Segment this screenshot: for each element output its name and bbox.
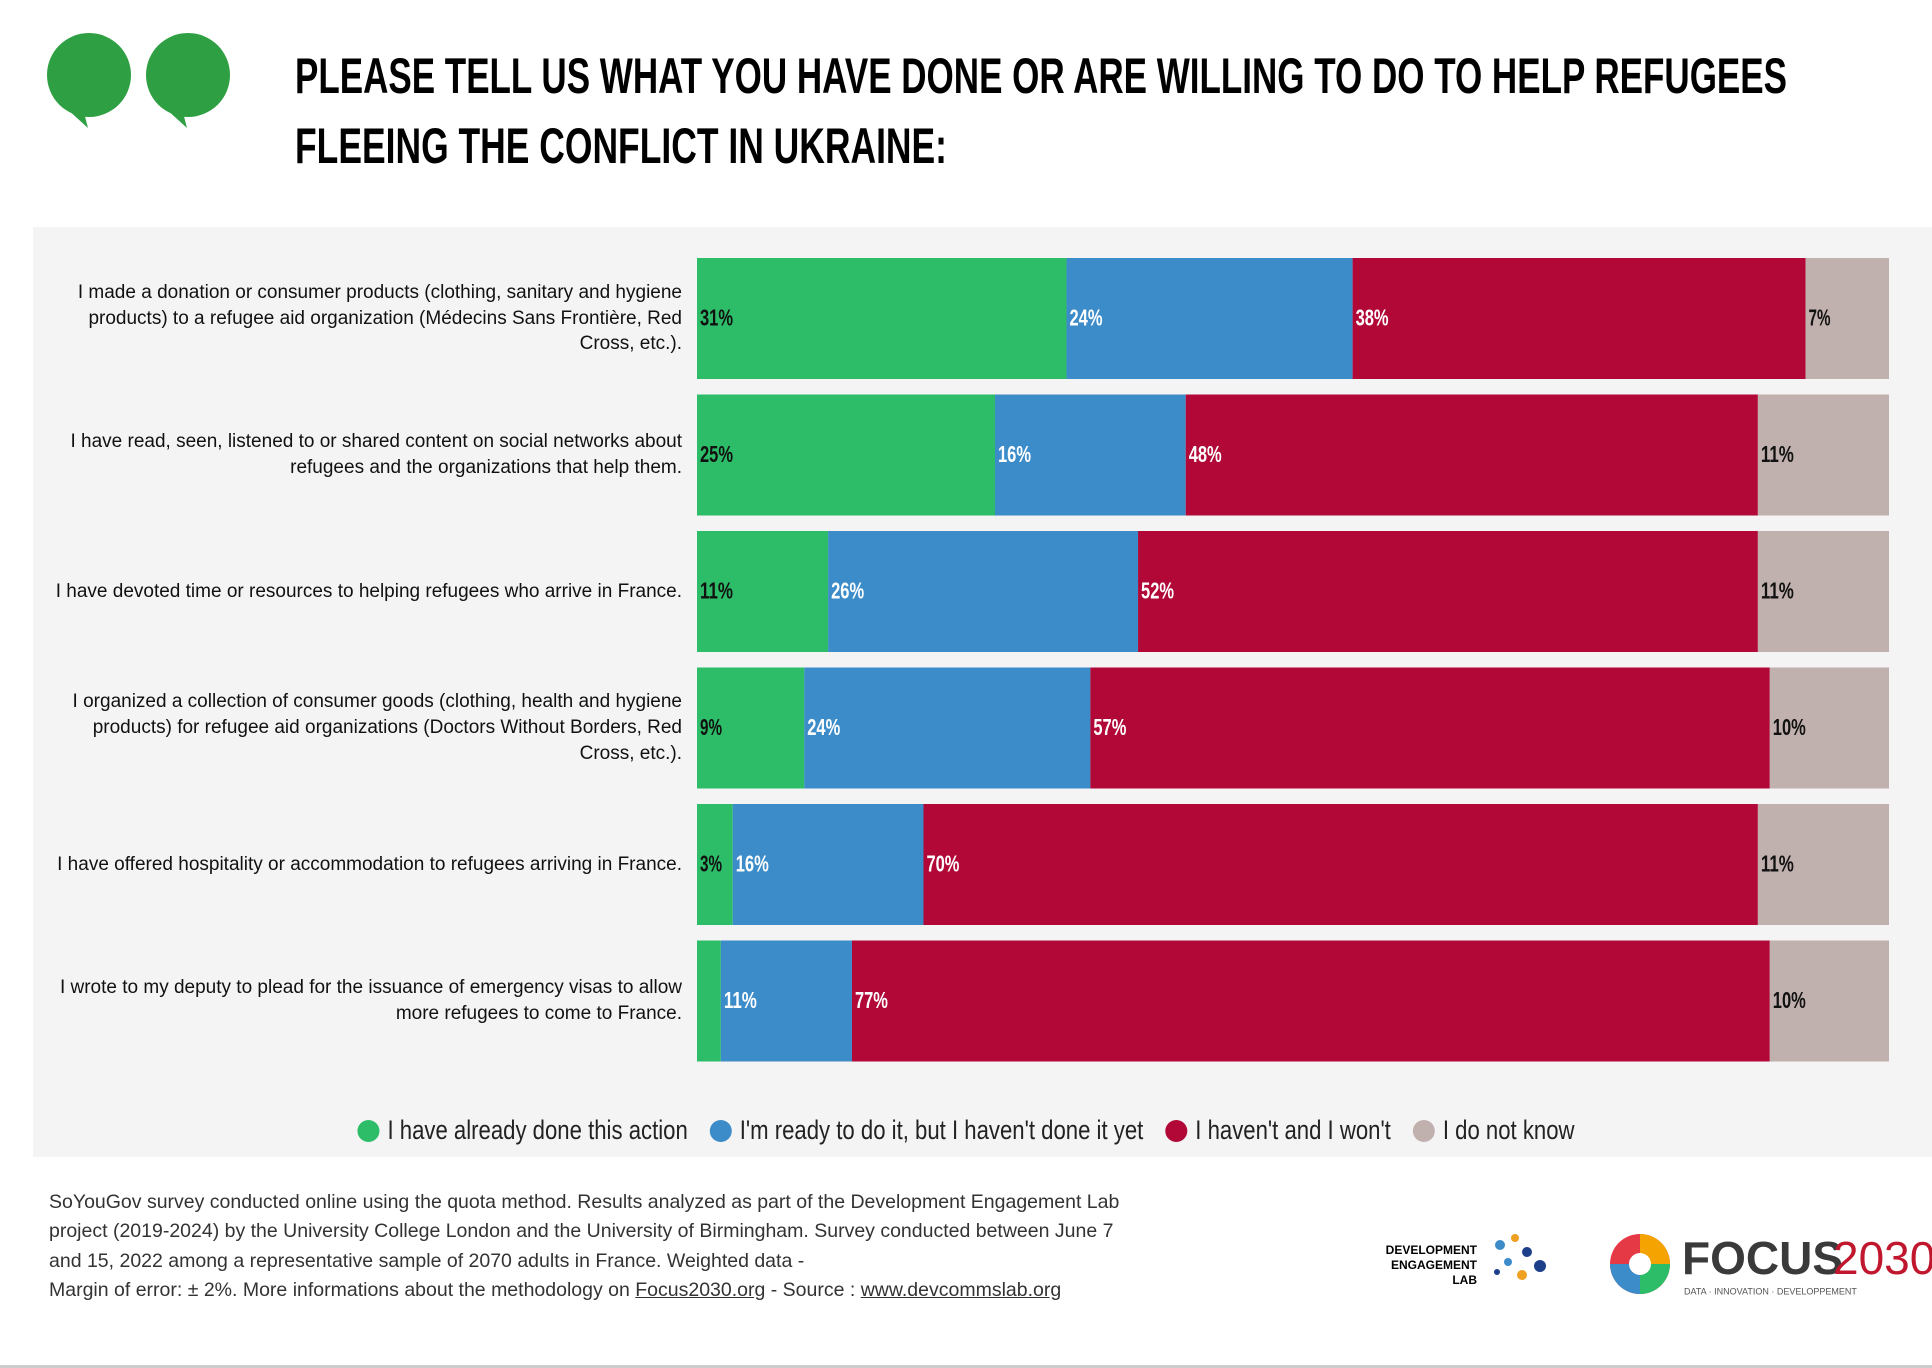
logo-text: ENGAGEMENT	[1391, 1258, 1478, 1272]
link[interactable]: www.devcommslab.org	[860, 1278, 1062, 1301]
bar-segment	[828, 531, 1139, 652]
value-label: 77%	[855, 987, 888, 1013]
value-label: 10%	[1773, 714, 1806, 740]
bar-segment	[720, 940, 852, 1062]
bar-segment	[697, 940, 721, 1062]
quote-icon	[47, 33, 230, 128]
logo-text: DEVELOPMENT	[1386, 1243, 1478, 1257]
category-label: I made a donation or consumer products (…	[77, 281, 682, 355]
bar-segment	[995, 394, 1186, 516]
value-label: 11%	[1761, 851, 1794, 877]
category-label: I have read, seen, listened to or shared…	[70, 431, 682, 478]
bar-segment	[1757, 394, 1889, 516]
note-line: and 15, 2022 among a representative samp…	[49, 1249, 805, 1272]
note-line: SoYouGov survey conducted online using t…	[49, 1191, 1120, 1213]
legend-label: I have already done this action	[387, 1115, 687, 1145]
bottom-rule	[0, 1365, 1932, 1368]
value-label: 11%	[724, 987, 757, 1013]
bar-segment	[804, 667, 1091, 789]
value-label: 9%	[700, 714, 722, 740]
value-label: 57%	[1093, 714, 1126, 740]
logo-text: FOCUS	[1682, 1232, 1843, 1284]
legend-marker	[357, 1120, 380, 1142]
legend-marker	[709, 1120, 732, 1142]
logo-text: LAB	[1452, 1273, 1477, 1287]
value-label: 38%	[1356, 305, 1389, 331]
legend-marker	[1412, 1120, 1435, 1142]
note: SoYouGov survey conducted online using t…	[49, 1188, 1119, 1305]
note-line: Margin of error: ± 2%. More informations…	[49, 1276, 1119, 1305]
bar-segment	[1185, 394, 1758, 516]
value-label: 11%	[700, 578, 733, 604]
bar-segment	[697, 804, 733, 925]
legend: I have already done this action I'm ready…	[357, 1115, 1575, 1145]
note-line: project (2019-2024) by the University Co…	[49, 1220, 1114, 1243]
value-label: 52%	[1141, 578, 1174, 604]
value-label: 11%	[1761, 441, 1794, 467]
bar-segment	[1066, 258, 1353, 379]
value-label: 16%	[998, 441, 1031, 467]
note-text: - Source :	[765, 1278, 861, 1301]
value-label: 70%	[926, 851, 959, 877]
chart-title: PLEASE TELL US WHAT YOU HAVE DONE OR ARE…	[295, 48, 1787, 104]
bar-segment	[1090, 667, 1770, 789]
bar-segment	[1138, 531, 1758, 652]
legend-marker	[1165, 1120, 1188, 1142]
bar-segment	[1757, 531, 1889, 652]
value-label: 25%	[700, 441, 733, 467]
value-label: 48%	[1189, 441, 1222, 467]
legend-label: I do not know	[1443, 1115, 1575, 1145]
del-logo: DEVELOPMENT ENGAGEMENT LAB	[1386, 1234, 1546, 1287]
category-label: I wrote to my deputy to plead for the is…	[59, 977, 682, 1024]
bar-segment	[1769, 667, 1889, 789]
value-label: 24%	[1070, 305, 1103, 331]
category-label: I have devoted time or resources to help…	[55, 580, 682, 602]
chart-title: FLEEING THE CONFLICT IN UKRAINE:	[295, 118, 947, 174]
legend-label: I haven't and I won't	[1195, 1115, 1391, 1145]
bar-segment	[732, 804, 924, 925]
note-text: Margin of error: ± 2%. More informations…	[49, 1278, 636, 1301]
bar-segment	[697, 531, 829, 652]
link[interactable]: Focus2030.org	[635, 1278, 766, 1301]
value-label: 31%	[700, 305, 733, 331]
bar-segment	[1757, 804, 1889, 925]
bar-segment	[851, 940, 1770, 1062]
bar-segment	[697, 667, 805, 789]
bar-segment	[697, 394, 995, 516]
bar-segment	[1805, 258, 1889, 379]
focus-logo: FOCUS 2030 DATA · INNOVATION · DEVELOPPE…	[1610, 1232, 1932, 1296]
bar-segment	[923, 804, 1758, 925]
bar-segment	[1769, 940, 1889, 1062]
category-label: I organized a collection of consumer goo…	[72, 691, 682, 764]
value-label: 11%	[1761, 578, 1794, 604]
category-label: I have offered hospitality or accommodat…	[57, 853, 682, 875]
legend-label: I'm ready to do it, but I haven't done i…	[740, 1115, 1144, 1145]
bar-segment	[1352, 258, 1806, 379]
value-label: 7%	[1809, 305, 1831, 331]
bar-segment	[697, 258, 1067, 379]
value-label: 16%	[736, 851, 769, 877]
value-label: 10%	[1773, 987, 1806, 1013]
value-label: 3%	[700, 851, 722, 877]
logo-tagline: DATA · INNOVATION · DEVELOPPEMENT	[1684, 1286, 1857, 1296]
value-label: 26%	[831, 578, 864, 604]
value-label: 24%	[807, 714, 840, 740]
logo-text: 2030	[1833, 1232, 1932, 1284]
